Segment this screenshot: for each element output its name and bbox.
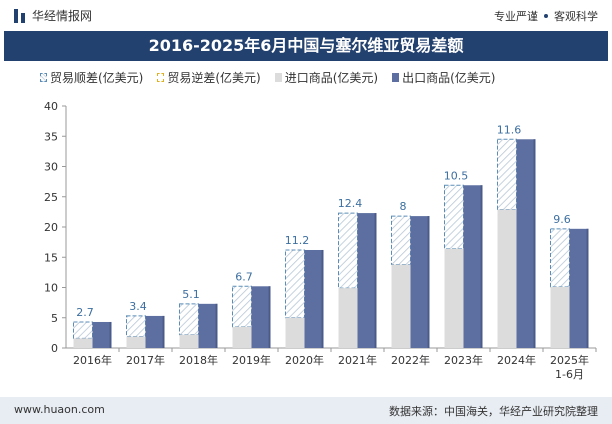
import-bar: [285, 317, 305, 348]
export-bar: [463, 185, 483, 348]
import-bar: [497, 209, 517, 348]
slogan: 专业严谨 客观科学: [494, 8, 598, 24]
footer-url: www.huaon.com: [14, 403, 105, 416]
legend-item-surplus: 贸易顺差(亿美元): [40, 69, 143, 86]
brand-name: 华经情报网: [32, 9, 93, 23]
export-bar: [569, 228, 589, 348]
y-tick-label: 35: [44, 130, 58, 143]
data-label: 5.1: [182, 288, 200, 301]
import-bar: [73, 338, 93, 348]
surplus-bar: [179, 303, 199, 336]
export-bar-edge: [215, 303, 218, 348]
export-bar-edge: [321, 249, 324, 348]
legend-label-surplus: 贸易顺差(亿美元): [50, 71, 144, 85]
export-bar: [92, 321, 112, 348]
legend-label-export: 出口商品(亿美元): [402, 71, 496, 85]
top-bar: 华经情报网 专业严谨 客观科学: [0, 0, 612, 30]
x-tick-label: 2019年: [232, 353, 271, 367]
x-tick-label: 2018年: [179, 353, 218, 367]
import-bar: [444, 248, 464, 348]
export-bar: [145, 315, 165, 348]
y-tick-label: 30: [44, 161, 58, 174]
brand: 华经情报网: [14, 7, 92, 24]
data-label: 8: [400, 200, 407, 213]
legend-label-import: 进口商品(亿美元): [284, 71, 379, 85]
surplus-bar: [497, 138, 517, 210]
surplus-bar: [550, 228, 570, 288]
y-tick-label: 20: [44, 221, 58, 234]
data-label: 11.2: [285, 234, 310, 247]
export-bar-edge: [374, 213, 377, 348]
export-bar-edge: [268, 286, 271, 348]
export-bar-edge: [109, 321, 112, 348]
legend-item-import: 进口商品(亿美元): [274, 69, 379, 86]
x-tick-label: 2024年: [497, 353, 536, 367]
export-bar: [410, 216, 430, 348]
y-tick-label: 40: [44, 100, 58, 113]
export-bar: [251, 286, 271, 348]
data-label: 9.6: [553, 213, 571, 226]
x-tick-label: 1-6月: [555, 368, 584, 381]
legend-item-deficit: 贸易逆差(亿美元): [157, 69, 261, 86]
legend-swatch-surplus: [40, 73, 47, 82]
y-tick-label: 15: [44, 251, 58, 264]
x-tick-label: 2020年: [285, 353, 324, 367]
data-label: 6.7: [235, 270, 253, 283]
footer: www.huaon.com 数据来源：中国海关，华经产业研究院整理: [0, 397, 612, 424]
surplus-bar: [73, 321, 93, 339]
export-bar: [516, 139, 536, 348]
x-tick-label: 2022年: [391, 353, 430, 367]
import-bar: [391, 264, 411, 348]
slogan-right: 客观科学: [554, 10, 598, 23]
bar-chart: 0 5 10 15 20 25 30 35 40 2.7 2016年 3.4 2017年 5.1 2018年…: [44, 100, 597, 381]
chart-title: 2016-2025年6月中国与塞尔维亚贸易差额: [4, 31, 608, 61]
import-bar: [232, 326, 252, 348]
export-bar-edge: [162, 315, 165, 348]
dot-icon: [544, 14, 548, 18]
import-bar: [550, 286, 570, 348]
y-tick-label: 5: [51, 312, 58, 325]
data-label: 11.6: [497, 123, 522, 136]
export-bar: [198, 303, 218, 348]
legend: 贸易顺差(亿美元) 贸易逆差(亿美元) 进口商品(亿美元) 出口商品(亿美元): [40, 69, 600, 86]
logo-icon: [14, 8, 26, 23]
x-tick-label: 2023年: [444, 353, 483, 367]
export-bar: [304, 249, 324, 348]
legend-item-export: 出口商品(亿美元): [392, 69, 496, 86]
surplus-bar: [232, 285, 252, 328]
surplus-bar: [126, 315, 146, 338]
x-tick-label: 2025年: [550, 353, 589, 367]
export-bar-edge: [533, 139, 536, 348]
surplus-bar: [444, 184, 464, 250]
data-label: 2.7: [76, 306, 94, 319]
y-tick-label: 0: [51, 342, 58, 355]
legend-swatch-import: [274, 73, 282, 82]
footer-source: 数据来源：中国海关，华经产业研究院整理: [389, 405, 598, 418]
import-bar: [126, 336, 146, 348]
surplus-bar: [285, 249, 305, 319]
x-tick-label: 2017年: [126, 353, 165, 367]
data-label: 3.4: [129, 300, 147, 313]
y-tick-label: 25: [44, 191, 58, 204]
data-label: 10.5: [444, 169, 469, 182]
surplus-bar: [338, 212, 358, 289]
legend-swatch-export: [392, 73, 400, 82]
data-label: 12.4: [338, 197, 363, 210]
import-bar: [179, 334, 199, 348]
export-bar-edge: [480, 185, 483, 348]
surplus-bar: [391, 215, 411, 266]
export-bar-edge: [427, 216, 430, 348]
y-tick-label: 10: [44, 282, 58, 295]
legend-label-deficit: 贸易逆差(亿美元): [167, 71, 261, 85]
x-tick-label: 2021年: [338, 353, 377, 367]
export-bar: [357, 213, 377, 348]
slogan-left: 专业严谨: [494, 10, 538, 23]
import-bar: [338, 288, 358, 348]
x-tick-label: 2016年: [73, 353, 112, 367]
export-bar-edge: [586, 228, 589, 348]
legend-swatch-deficit: [157, 73, 165, 82]
